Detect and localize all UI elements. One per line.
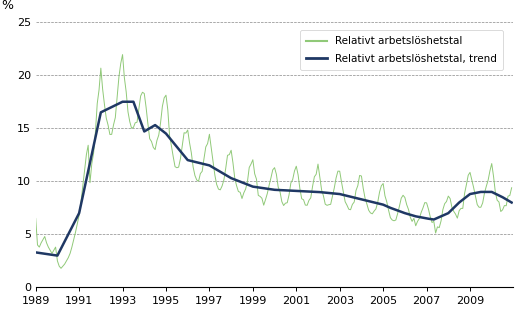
Y-axis label: %: % [1,0,13,12]
Legend: Relativt arbetslöshetstal, Relativt arbetslöshetstal, trend: Relativt arbetslöshetstal, Relativt arbe… [300,30,503,70]
